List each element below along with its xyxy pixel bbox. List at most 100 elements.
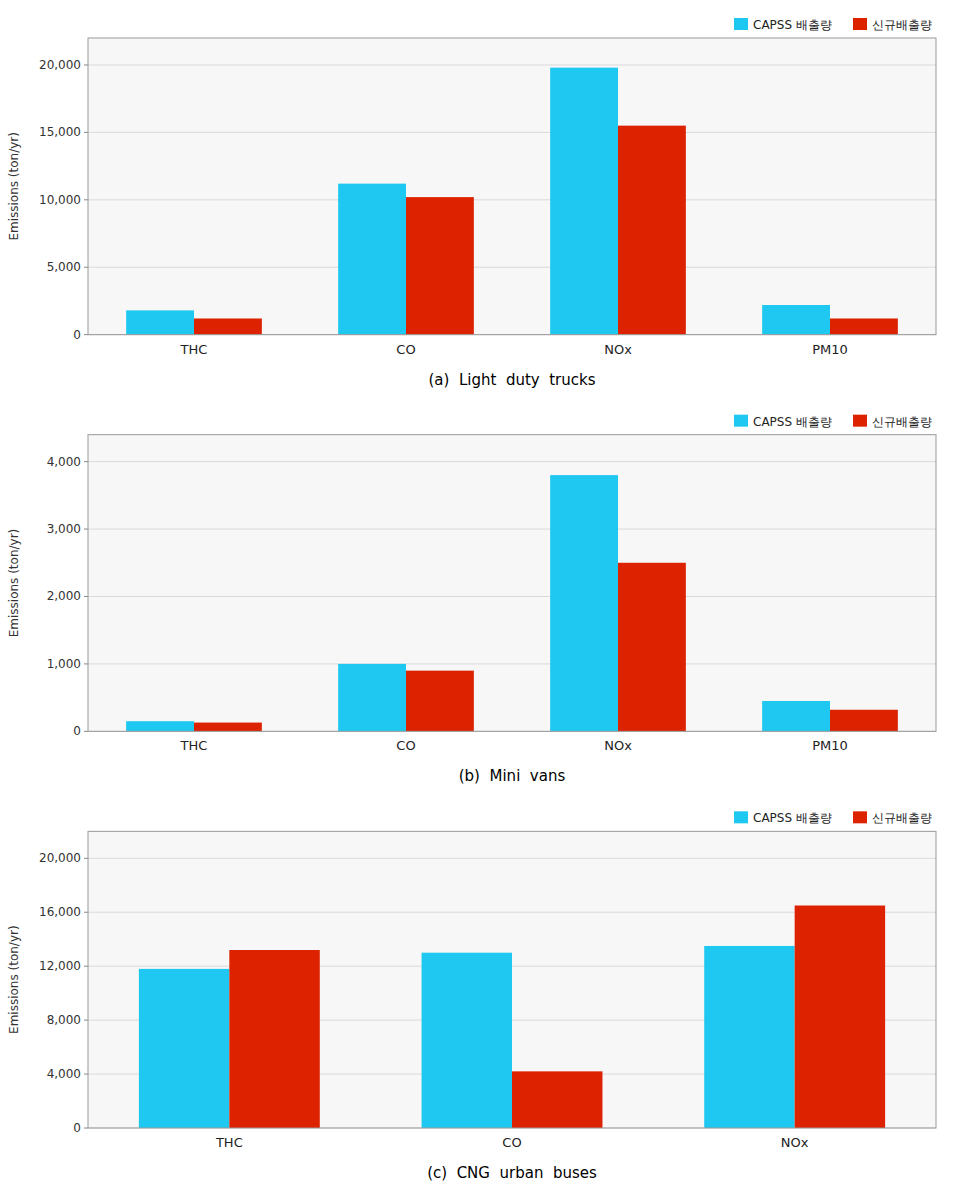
category-label: CO [396,342,415,357]
tick-label: 4,000 [47,1067,81,1081]
bar [126,721,194,731]
tick-mark [84,199,88,200]
tick-label: 8,000 [47,1013,81,1027]
tick-label: 15,000 [39,125,81,139]
plot-area [88,435,936,732]
category-label: PM10 [812,738,848,753]
category-label: CO [396,738,415,753]
tick-mark [84,663,88,664]
legend-entry: 신규배출량 [872,18,932,32]
legend: CAPSS 배출량 신규배출량 [734,18,932,32]
grid-line [88,267,936,268]
legend-entry: CAPSS 배출량 [753,811,832,825]
chart-panel: 04,0008,00012,00016,00020,000Emissions (… [7,811,936,1182]
tick-mark [84,966,88,967]
tick-mark [84,529,88,530]
tick-label: 20,000 [39,851,81,865]
tick-label: 2,000 [47,589,81,603]
bars [126,475,898,731]
category-label: NOx [781,1135,809,1150]
tick-label: 0 [73,724,81,738]
tick-mark [84,596,88,597]
tick-label: 0 [73,328,81,342]
bar [830,710,898,732]
bar [406,197,474,335]
legend-entry: CAPSS 배출량 [753,415,832,429]
plot-frame [88,38,936,335]
category-label: NOx [604,342,632,357]
legend-swatch [853,18,867,30]
legend-entry: 신규배출량 [872,415,932,429]
plot-frame [88,435,936,732]
category-label: THC [215,1135,243,1150]
plot-area [88,831,936,1128]
subtitle: (c) CNG urban buses [427,1164,597,1182]
bar [795,906,885,1129]
tick-label: 0 [73,1121,81,1135]
legend-swatch [734,18,748,30]
tick-mark [84,1074,88,1075]
grid-line [88,663,936,664]
grid-line [88,858,936,859]
bar [194,723,262,732]
axis-label: Emissions (ton/yr) [7,925,21,1034]
bar [406,671,474,732]
figure: 05,00010,00015,00020,000Emissions (ton/y… [0,0,961,1190]
category-label: CO [502,1135,521,1150]
plot-area [88,38,936,335]
grid-line [88,132,936,133]
bar [422,953,512,1128]
bar [229,950,319,1128]
bar [618,563,686,732]
bar [550,475,618,731]
category-label: PM10 [812,342,848,357]
bar [762,701,830,731]
tick-mark [84,267,88,268]
bar [338,664,406,731]
bar [618,126,686,335]
bar [762,305,830,335]
legend-swatch [853,811,867,823]
bar [126,310,194,334]
tick-mark [84,461,88,462]
grid-line [88,64,936,65]
tick-label: 1,000 [47,657,81,671]
legend-swatch [734,811,748,823]
tick-mark [84,132,88,133]
tick-mark [84,1128,88,1129]
bar [194,318,262,334]
tick-label: 3,000 [47,522,81,536]
chart-panel: 05,00010,00015,00020,000Emissions (ton/y… [7,18,936,389]
bars [139,906,885,1129]
axis-label: Emissions (ton/yr) [7,529,21,638]
legend: CAPSS 배출량 신규배출량 [734,811,932,825]
bar [512,1071,602,1128]
tick-mark [84,1020,88,1021]
tick-label: 20,000 [39,58,81,72]
tick-label: 4,000 [47,455,81,469]
category-label: THC [180,342,208,357]
tick-label: 12,000 [39,959,81,973]
subtitle: (a) Light duty trucks [428,371,595,389]
axis-label: Emissions (ton/yr) [7,132,21,241]
category-label: NOx [604,738,632,753]
legend-entry: 신규배출량 [872,811,932,825]
plot-frame [88,831,936,1128]
subtitle: (b) Mini vans [459,767,566,785]
bar [338,184,406,335]
legend: CAPSS 배출량 신규배출량 [734,415,932,429]
tick-label: 5,000 [47,260,81,274]
category-label: THC [180,738,208,753]
chart-panel: 0 1,000 2,000 3,000 4,000 Emissions (ton/yr) T… [7,415,936,786]
tick-mark [84,858,88,859]
tick-mark [84,334,88,335]
bar [139,969,229,1128]
legend-swatch [734,415,748,427]
legend-entry: CAPSS 배출량 [753,18,832,32]
tick-mark [84,64,88,65]
grid-line [88,199,936,200]
bar [704,946,794,1128]
grid-line [88,461,936,462]
grid-line [88,529,936,530]
tick-mark [84,731,88,732]
